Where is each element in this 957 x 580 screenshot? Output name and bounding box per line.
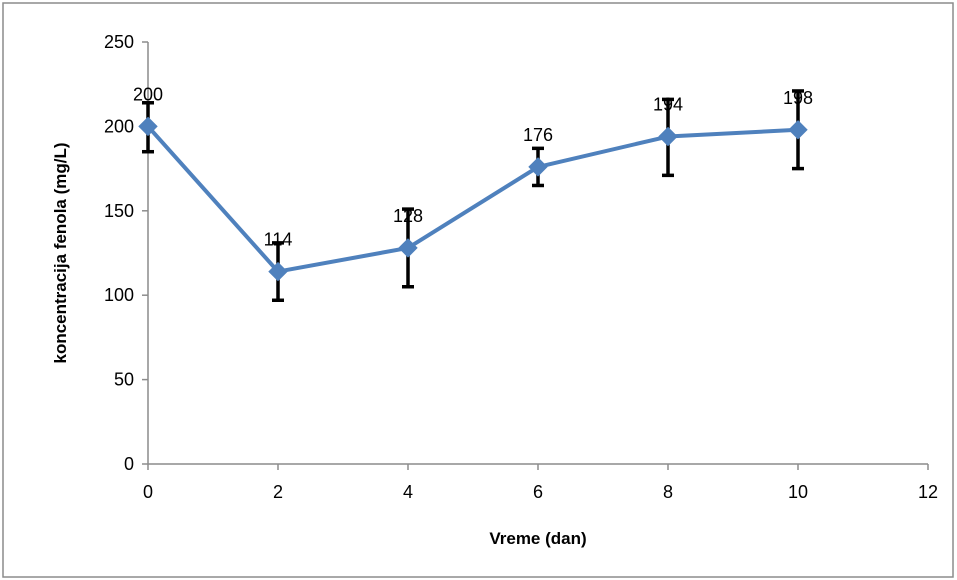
- data-label: 194: [653, 95, 683, 115]
- data-point-marker: [398, 238, 418, 258]
- y-tick-label: 250: [104, 32, 134, 52]
- data-point-marker: [788, 120, 808, 140]
- data-label: 198: [783, 88, 813, 108]
- x-tick-label: 6: [533, 482, 543, 502]
- x-tick-label: 4: [403, 482, 413, 502]
- data-point-marker: [138, 116, 158, 137]
- data-label: 200: [133, 84, 163, 104]
- data-point-marker: [528, 157, 548, 177]
- y-tick-label: 100: [104, 285, 134, 305]
- x-tick-label: 0: [143, 482, 153, 502]
- y-axis-title: koncentracija fenola (mg/L): [51, 142, 70, 363]
- data-point-marker: [658, 126, 678, 147]
- series-line: [146, 125, 799, 274]
- x-tick-label: 8: [663, 482, 673, 502]
- x-tick-label: 10: [788, 482, 808, 502]
- y-tick-label: 50: [114, 370, 134, 390]
- data-label: 176: [523, 125, 553, 145]
- x-axis-title: Vreme (dan): [489, 529, 586, 548]
- y-tick-label: 200: [104, 116, 134, 136]
- data-label: 114: [264, 230, 293, 250]
- x-tick-label: 12: [918, 482, 938, 502]
- x-tick-label: 2: [273, 482, 283, 502]
- y-tick-label: 150: [104, 201, 134, 221]
- data-label: 128: [393, 206, 423, 226]
- data-point-marker: [268, 261, 288, 282]
- y-tick-label: 0: [124, 454, 134, 474]
